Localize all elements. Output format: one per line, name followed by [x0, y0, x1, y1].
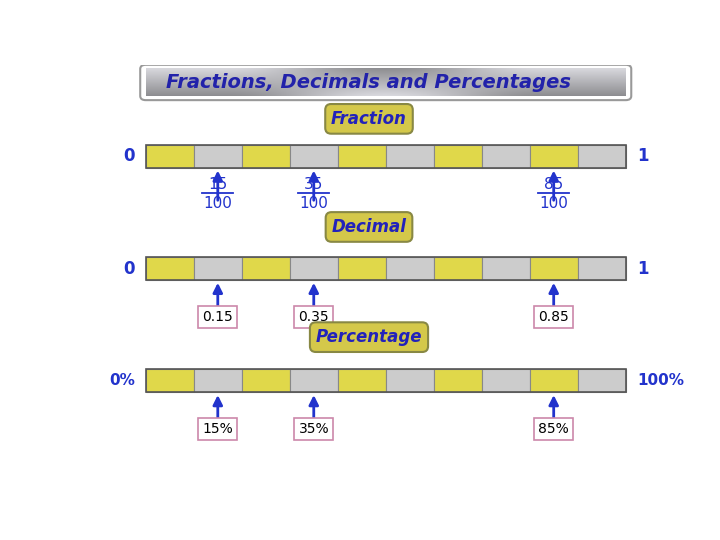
Bar — [577, 257, 626, 280]
Bar — [194, 257, 242, 280]
Bar — [577, 369, 626, 392]
Bar — [242, 145, 289, 168]
Bar — [289, 145, 338, 168]
Text: 15%: 15% — [202, 422, 233, 436]
Text: 0.35: 0.35 — [299, 310, 329, 324]
Bar — [145, 369, 194, 392]
Text: Fraction: Fraction — [331, 110, 407, 128]
Bar — [577, 145, 626, 168]
Bar — [145, 369, 626, 392]
Text: 15: 15 — [208, 177, 228, 192]
Bar — [194, 145, 242, 168]
Bar — [338, 257, 386, 280]
Bar — [145, 145, 626, 168]
Bar — [289, 369, 338, 392]
Bar — [338, 369, 386, 392]
Bar — [145, 145, 194, 168]
Bar — [289, 257, 338, 280]
Bar — [482, 369, 530, 392]
Text: 35: 35 — [304, 177, 323, 192]
Text: 0: 0 — [123, 147, 135, 165]
Text: Percentage: Percentage — [316, 328, 422, 346]
Bar — [338, 145, 386, 168]
Text: 100%: 100% — [637, 373, 684, 388]
Bar — [482, 257, 530, 280]
Bar — [530, 145, 577, 168]
Bar — [433, 369, 482, 392]
Text: 0.15: 0.15 — [202, 310, 233, 324]
Text: Decimal: Decimal — [331, 218, 407, 236]
Bar — [386, 369, 433, 392]
Text: Fractions, Decimals and Percentages: Fractions, Decimals and Percentages — [166, 73, 572, 92]
Bar — [530, 369, 577, 392]
Text: 0%: 0% — [109, 373, 135, 388]
Text: 0.85: 0.85 — [539, 310, 569, 324]
Bar — [530, 257, 577, 280]
Text: 85%: 85% — [539, 422, 569, 436]
Bar — [386, 145, 433, 168]
Text: 1: 1 — [637, 147, 648, 165]
Text: 100: 100 — [539, 195, 568, 211]
Bar — [145, 257, 626, 280]
Text: 100: 100 — [300, 195, 328, 211]
Text: 1: 1 — [637, 260, 648, 278]
Bar — [482, 145, 530, 168]
Bar — [194, 369, 242, 392]
Text: 35%: 35% — [299, 422, 329, 436]
Text: 85: 85 — [544, 177, 563, 192]
Bar — [242, 257, 289, 280]
Bar — [145, 257, 194, 280]
Text: 0: 0 — [123, 260, 135, 278]
Bar — [433, 145, 482, 168]
Bar — [386, 257, 433, 280]
Text: 100: 100 — [203, 195, 233, 211]
Bar — [433, 257, 482, 280]
Bar — [242, 369, 289, 392]
